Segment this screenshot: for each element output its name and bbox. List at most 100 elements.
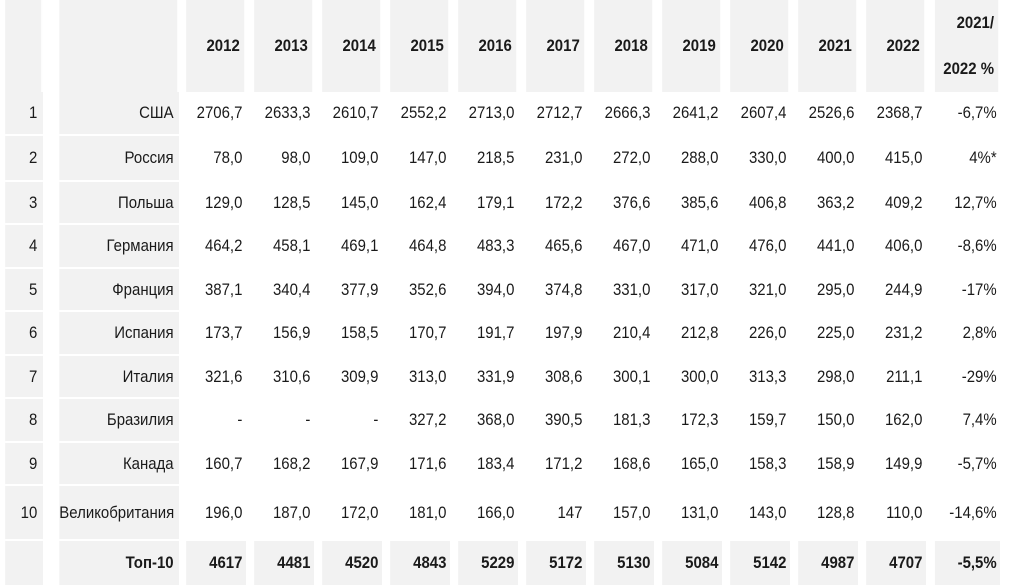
value-cell-2021: 400,0: [798, 136, 858, 182]
value-cell-2014: 167,9: [322, 443, 383, 486]
value-cell-2012: 160,7: [186, 443, 247, 486]
value-cell-2012: 78,0: [186, 136, 247, 182]
total-value-2020: 5142: [730, 541, 790, 585]
header-country-cell: [58, 0, 179, 92]
rank-cell: 5: [5, 269, 43, 312]
value-cell-2018: 300,1: [594, 356, 655, 399]
header-year-2021: 2021: [798, 0, 858, 92]
value-cell-2022: 406,0: [866, 225, 926, 269]
header-year-2020: 2020: [730, 0, 790, 92]
value-cell-2020: 158,3: [730, 443, 790, 486]
value-cell-2017: 2712,7: [526, 92, 587, 136]
table-row: 8 Бразилия - - -327,2 368,0 390,5 181,3 172,3 159…: [0, 399, 1000, 443]
country-cell: Канада: [58, 443, 179, 486]
value-cell-2012: -: [186, 399, 247, 443]
value-cell-2021: 298,0: [798, 356, 858, 399]
value-cell-2022: 211,1: [866, 356, 926, 399]
value-cell-2014: 377,9: [322, 269, 383, 312]
total-change: -5,5%: [934, 541, 1000, 585]
value-cell-2018: 210,4: [594, 312, 655, 356]
value-cell-2013: 458,1: [254, 225, 315, 269]
value-cell-2016: 179,1: [458, 182, 519, 225]
rank-cell: 7: [5, 356, 43, 399]
value-cell-2018: 376,6: [594, 182, 655, 225]
value-cell-2019: 131,0: [662, 486, 722, 541]
value-cell-2020: 476,0: [730, 225, 790, 269]
value-cell-2015: 181,0: [390, 486, 451, 541]
value-cell-2017: 147: [526, 486, 587, 541]
table-row: 9 Канада 160,7 168,2 167,9 171,6 183,4 171,2 168…: [0, 443, 1000, 486]
country-cell: Италия: [58, 356, 179, 399]
value-cell-2017: 374,8: [526, 269, 587, 312]
value-cell-2015: 352,6: [390, 269, 451, 312]
value-cell-2014: 2610,7: [322, 92, 383, 136]
header-year-2012: 2012: [186, 0, 247, 92]
value-cell-2013: 156,9: [254, 312, 315, 356]
value-cell-2016: 191,7: [458, 312, 519, 356]
total-value-2013: 4481: [254, 541, 315, 585]
change-cell: -17%: [934, 269, 1000, 312]
value-cell-2013: 2633,3: [254, 92, 315, 136]
change-cell: -8,6%: [934, 225, 1000, 269]
value-cell-2020: 330,0: [730, 136, 790, 182]
country-cell: Бразилия: [58, 399, 179, 443]
value-cell-2021: 363,2: [798, 182, 858, 225]
value-cell-2016: 218,5: [458, 136, 519, 182]
value-cell-2022: 231,2: [866, 312, 926, 356]
total-row: Топ-10 4617 4481 4520 4843 5229 5172 5130 5084 51…: [0, 541, 1000, 585]
value-cell-2016: 368,0: [458, 399, 519, 443]
value-cell-2012: 196,0: [186, 486, 247, 541]
value-cell-2012: 173,7: [186, 312, 247, 356]
value-cell-2019: 165,0: [662, 443, 722, 486]
header-row: 2012 2013 2014 2015 2016 2017 2018 2019 2020 2021…: [0, 0, 1000, 92]
header-change-line2: 2022 %: [943, 59, 994, 78]
value-cell-2019: 317,0: [662, 269, 722, 312]
value-cell-2013: -: [254, 399, 315, 443]
value-cell-2015: 327,2: [390, 399, 451, 443]
rank-cell: 1: [5, 92, 43, 136]
value-cell-2016: 394,0: [458, 269, 519, 312]
value-cell-2018: 331,0: [594, 269, 655, 312]
table-row: 1 США 2706,7 2633,3 2610,7 2552,2 2713,0 2712,7…: [0, 92, 1000, 136]
rank-cell: 3: [5, 182, 43, 225]
value-cell-2019: 288,0: [662, 136, 722, 182]
value-cell-2016: 2713,0: [458, 92, 519, 136]
rank-cell: 2: [5, 136, 43, 182]
change-cell: 4%*: [934, 136, 1000, 182]
value-cell-2019: 385,6: [662, 182, 722, 225]
table-row: 2 Россия 78,0 98,0 109,0 147,0 218,5 231,0 272,0…: [0, 136, 1000, 182]
rank-cell: 9: [5, 443, 43, 486]
rank-cell: 10: [5, 486, 43, 541]
value-cell-2017: 390,5: [526, 399, 587, 443]
table-body: 1 США 2706,7 2633,3 2610,7 2552,2 2713,0 2712,7…: [0, 92, 1000, 585]
value-cell-2012: 464,2: [186, 225, 247, 269]
value-cell-2013: 187,0: [254, 486, 315, 541]
total-value-2016: 5229: [458, 541, 519, 585]
value-cell-2015: 2552,2: [390, 92, 451, 136]
country-cell: Польша: [58, 182, 179, 225]
header-year-2019: 2019: [662, 0, 722, 92]
table-row: 5 Франция 387,1 340,4 377,9 352,6 394,0 374,8 33…: [0, 269, 1000, 312]
value-cell-2014: 309,9: [322, 356, 383, 399]
rank-cell: 8: [5, 399, 43, 443]
value-cell-2014: 469,1: [322, 225, 383, 269]
header-change-line1: 2021/: [956, 13, 994, 32]
country-cell: Великобритания: [58, 486, 179, 541]
rank-cell: 4: [5, 225, 43, 269]
country-cell: Франция: [58, 269, 179, 312]
value-cell-2020: 143,0: [730, 486, 790, 541]
value-cell-2012: 129,0: [186, 182, 247, 225]
value-cell-2021: 2526,6: [798, 92, 858, 136]
value-cell-2013: 128,5: [254, 182, 315, 225]
value-cell-2016: 183,4: [458, 443, 519, 486]
total-value-2014: 4520: [322, 541, 383, 585]
value-cell-2020: 2607,4: [730, 92, 790, 136]
country-cell: Россия: [58, 136, 179, 182]
header-year-2017: 2017: [526, 0, 587, 92]
value-cell-2012: 2706,7: [186, 92, 247, 136]
country-cell: США: [58, 92, 179, 136]
value-cell-2013: 340,4: [254, 269, 315, 312]
value-cell-2014: -: [322, 399, 383, 443]
table-row: 4 Германия 464,2 458,1 469,1 464,8 483,3 465,6 4…: [0, 225, 1000, 269]
